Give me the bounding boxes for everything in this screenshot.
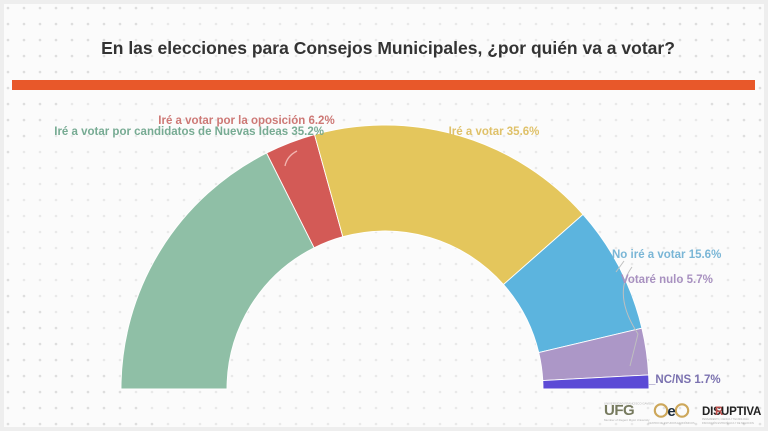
svg-text:UNIVERSIDAD FRANCISCO GAVIDIA: UNIVERSIDAD FRANCISCO GAVIDIA xyxy=(604,402,654,406)
svg-text:Member of Regent Mgmt Universi: Member of Regent Mgmt University xyxy=(604,418,650,422)
svg-text:UPTIVA: UPTIVA xyxy=(721,406,761,418)
svg-text:e: e xyxy=(667,403,675,420)
svg-text:PENSAMIENTO, CIENCIA Y TECNOLO: PENSAMIENTO, CIENCIA Y TECNOLOGÍA xyxy=(702,418,749,421)
svg-text:INNOVACIÓN ESTRATÉGICA Y DE NE: INNOVACIÓN ESTRATÉGICA Y DE NEGOCIOS xyxy=(702,422,754,425)
svg-text:CENTRO DE ESTUDIOS ECONÓMICOS: CENTRO DE ESTUDIOS ECONÓMICOS xyxy=(648,422,695,425)
